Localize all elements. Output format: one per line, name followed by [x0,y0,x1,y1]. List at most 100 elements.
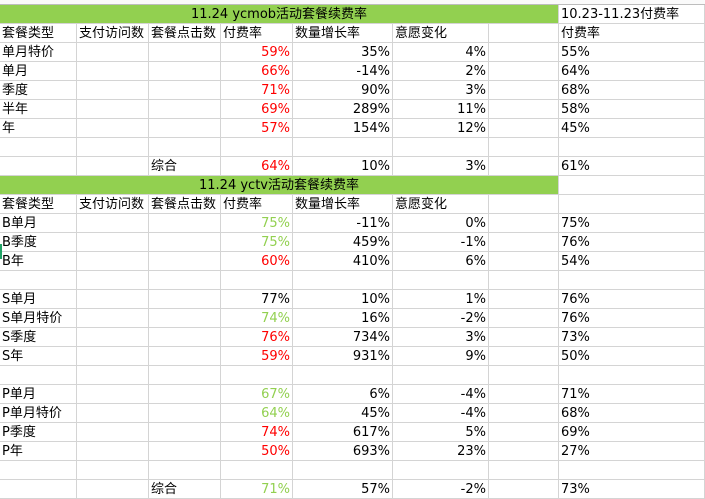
empty-cell[interactable] [221,366,293,385]
package-type-cell[interactable]: P年 [0,442,77,461]
prev-rate-cell[interactable]: 71% [559,385,705,404]
clicks-cell[interactable] [149,62,221,81]
empty-cell[interactable] [559,366,705,385]
empty-cell[interactable] [559,271,705,290]
visits-cell[interactable] [77,347,149,366]
empty-cell[interactable] [0,138,77,157]
compare-rate-header[interactable]: 付费率 [559,24,705,43]
intent-change-cell[interactable]: 4% [393,43,489,62]
prev-rate-cell[interactable]: 69% [559,423,705,442]
clicks-cell[interactable] [149,100,221,119]
package-type-cell[interactable]: S单月特价 [0,309,77,328]
clicks-cell[interactable] [149,385,221,404]
visits-cell[interactable] [77,442,149,461]
visits-cell[interactable] [77,62,149,81]
clicks-cell[interactable] [149,214,221,233]
clicks-cell[interactable] [149,442,221,461]
empty-cell[interactable] [489,119,559,138]
empty-cell[interactable] [293,461,393,480]
intent-change-cell[interactable]: -4% [393,385,489,404]
empty-cell[interactable] [221,138,293,157]
empty-cell[interactable] [393,461,489,480]
empty-cell[interactable] [489,100,559,119]
visits-cell[interactable] [77,309,149,328]
pay-rate-cell[interactable]: 77% [221,290,293,309]
prev-rate-cell[interactable]: 76% [559,233,705,252]
pay-rate-cell[interactable]: 74% [221,423,293,442]
column-header-cell[interactable]: 数量增长率 [293,24,393,43]
empty-cell[interactable] [559,138,705,157]
pay-rate-cell[interactable]: 66% [221,62,293,81]
clicks-cell[interactable] [149,233,221,252]
prev-rate-cell[interactable]: 68% [559,81,705,100]
empty-cell[interactable] [489,43,559,62]
growth-rate-cell[interactable]: -14% [293,62,393,81]
growth-rate-cell[interactable]: 10% [293,157,393,176]
growth-rate-cell[interactable]: 734% [293,328,393,347]
column-header-cell[interactable]: 支付访问数 [77,24,149,43]
pay-rate-cell[interactable]: 60% [221,252,293,271]
empty-cell[interactable] [221,271,293,290]
pay-rate-cell[interactable]: 59% [221,43,293,62]
package-type-cell[interactable]: P单月特价 [0,404,77,423]
package-type-cell[interactable]: B季度 [0,233,77,252]
empty-cell[interactable] [149,138,221,157]
empty-cell[interactable] [489,366,559,385]
empty-cell[interactable] [489,252,559,271]
summary-label-cell[interactable]: 综合 [149,157,221,176]
column-header-cell[interactable]: 套餐类型 [0,24,77,43]
empty-cell[interactable] [489,461,559,480]
growth-rate-cell[interactable]: 289% [293,100,393,119]
clicks-cell[interactable] [149,328,221,347]
empty-cell[interactable] [393,138,489,157]
package-type-cell[interactable]: S季度 [0,328,77,347]
prev-rate-cell[interactable]: 45% [559,119,705,138]
empty-cell[interactable] [77,271,149,290]
package-type-cell[interactable]: 单月 [0,62,77,81]
growth-rate-cell[interactable]: -11% [293,214,393,233]
pay-rate-cell[interactable]: 50% [221,442,293,461]
clicks-cell[interactable] [149,309,221,328]
intent-change-cell[interactable]: 3% [393,328,489,347]
growth-rate-cell[interactable]: 16% [293,309,393,328]
intent-change-cell[interactable]: 0% [393,214,489,233]
empty-cell[interactable] [489,138,559,157]
empty-cell[interactable] [0,157,77,176]
empty-cell[interactable] [77,461,149,480]
visits-cell[interactable] [77,328,149,347]
empty-cell[interactable] [559,461,705,480]
prev-rate-cell[interactable]: 55% [559,43,705,62]
intent-change-cell[interactable]: 9% [393,347,489,366]
prev-rate-cell[interactable]: 58% [559,100,705,119]
clicks-cell[interactable] [149,252,221,271]
visits-cell[interactable] [77,119,149,138]
intent-change-cell[interactable]: 6% [393,252,489,271]
package-type-cell[interactable]: S年 [0,347,77,366]
intent-change-cell[interactable]: 2% [393,62,489,81]
empty-cell[interactable] [293,366,393,385]
prev-rate-cell[interactable]: 54% [559,252,705,271]
empty-cell[interactable] [77,138,149,157]
prev-rate-cell[interactable]: 76% [559,309,705,328]
empty-cell[interactable] [489,195,559,214]
package-type-cell[interactable]: 半年 [0,100,77,119]
clicks-cell[interactable] [149,290,221,309]
growth-rate-cell[interactable]: 45% [293,404,393,423]
growth-rate-cell[interactable]: 617% [293,423,393,442]
growth-rate-cell[interactable]: 35% [293,43,393,62]
clicks-cell[interactable] [149,43,221,62]
empty-cell[interactable] [77,480,149,499]
pay-rate-cell[interactable]: 75% [221,233,293,252]
clicks-cell[interactable] [149,347,221,366]
package-type-cell[interactable]: S单月 [0,290,77,309]
pay-rate-cell[interactable]: 69% [221,100,293,119]
pay-rate-cell[interactable]: 64% [221,404,293,423]
pay-rate-cell[interactable]: 57% [221,119,293,138]
pay-rate-cell[interactable]: 64% [221,157,293,176]
prev-rate-cell[interactable]: 64% [559,62,705,81]
intent-change-cell[interactable]: 23% [393,442,489,461]
pay-rate-cell[interactable]: 67% [221,385,293,404]
visits-cell[interactable] [77,290,149,309]
empty-cell[interactable] [0,480,77,499]
section-title-ycmob[interactable]: 11.24 ycmob活动套餐续费率 [0,5,559,24]
